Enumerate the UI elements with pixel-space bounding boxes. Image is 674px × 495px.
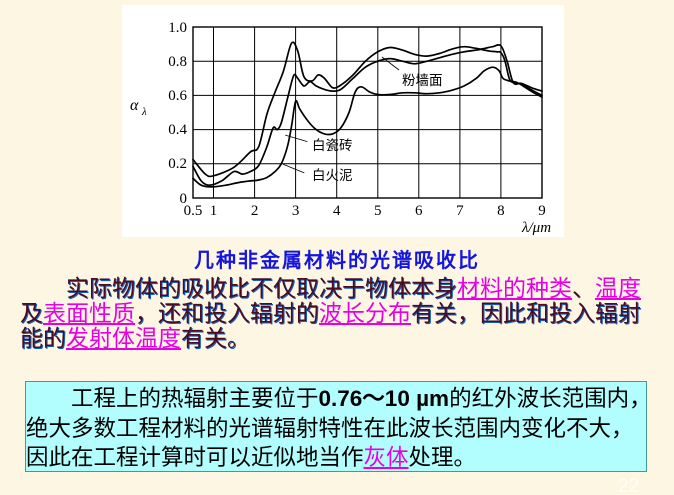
svg-text:0.2: 0.2 [168,156,187,172]
svg-text:2: 2 [251,203,259,219]
svg-text:6: 6 [415,203,423,219]
svg-text:λ: λ [141,106,147,118]
svg-text:白瓷砖: 白瓷砖 [312,138,353,153]
svg-text:白火泥: 白火泥 [312,168,353,183]
svg-text:8: 8 [497,203,505,219]
svg-text:α: α [130,97,139,114]
svg-text:λ/μm: λ/μm [521,220,551,236]
svg-text:1.0: 1.0 [168,20,187,36]
svg-text:7: 7 [456,203,464,219]
svg-text:0.8: 0.8 [168,54,187,70]
svg-text:0.6: 0.6 [168,88,187,104]
svg-text:0.4: 0.4 [168,122,187,138]
svg-text:3: 3 [292,203,300,219]
svg-text:1: 1 [210,203,218,219]
svg-text:0.5: 0.5 [184,203,203,219]
svg-text:9: 9 [538,203,546,219]
svg-text:5: 5 [374,203,382,219]
svg-text:粉墙面: 粉墙面 [402,73,443,88]
svg-text:4: 4 [333,203,341,219]
